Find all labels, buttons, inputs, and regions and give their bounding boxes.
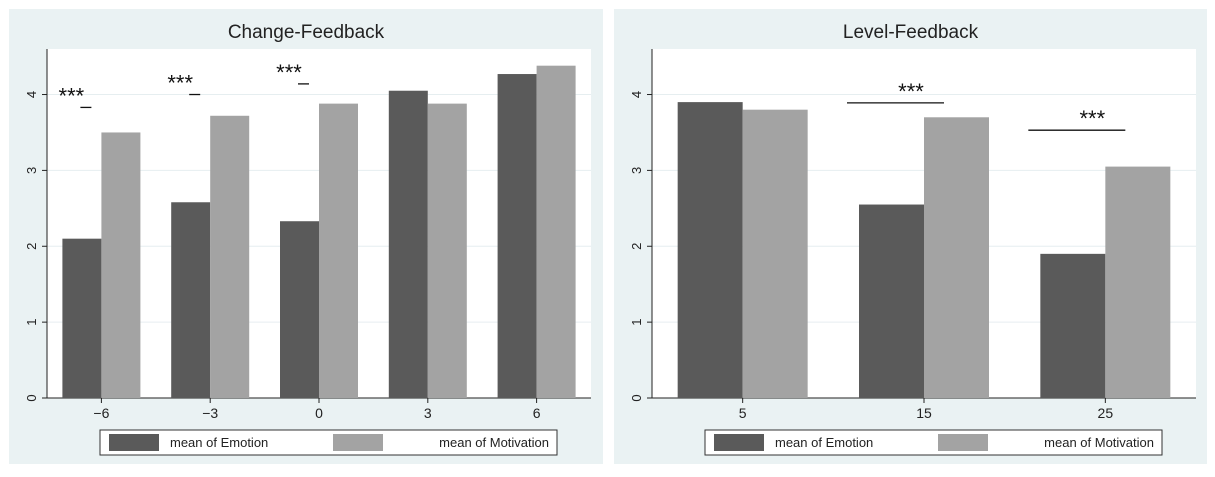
chart-panel-1: Level-Feedback 0 1 2 3 4 5 15 25 *** *** mean of Em…	[614, 9, 1207, 464]
bar-motivation	[536, 65, 576, 398]
significance-marker: ***	[1079, 106, 1105, 131]
y-tick-label: 1	[629, 319, 644, 326]
chart-title: Level-Feedback	[843, 22, 979, 43]
bar-motivation	[924, 117, 989, 399]
significance-marker: ***	[898, 79, 924, 104]
bar-emotion	[171, 202, 211, 398]
x-tick-label: 5	[739, 405, 747, 421]
chart-title: Change-Feedback	[228, 22, 385, 43]
bar-emotion	[62, 238, 102, 398]
bar-motivation	[101, 132, 141, 398]
y-tick-label: 3	[629, 167, 644, 174]
significance-marker: ***	[276, 60, 302, 85]
x-tick-label: −6	[93, 405, 109, 421]
bar-emotion	[859, 204, 924, 398]
bar-motivation	[427, 103, 467, 398]
significance-marker: ***	[59, 83, 85, 108]
bar-motivation	[210, 115, 250, 398]
legend-swatch-motivation	[333, 434, 383, 451]
legend-box	[704, 429, 1163, 456]
x-tick-label: −3	[202, 405, 218, 421]
y-tick-label: 3	[24, 167, 39, 174]
legend-swatch-motivation	[938, 434, 988, 451]
x-tick-label: 0	[315, 405, 323, 421]
y-tick-label: 0	[24, 394, 39, 401]
legend: mean of Emotion mean of Motivation	[704, 429, 1163, 456]
x-tick-label: 25	[1098, 405, 1114, 421]
y-tick-label: 2	[24, 243, 39, 250]
x-tick-label: 15	[916, 405, 932, 421]
bar-emotion	[1040, 253, 1106, 398]
y-tick-label: 2	[629, 243, 644, 250]
bar-motivation	[319, 103, 358, 398]
y-tick-label: 0	[629, 394, 644, 401]
y-tick-label: 4	[629, 91, 644, 98]
significance-marker: ***	[167, 71, 193, 96]
x-tick-label: 6	[533, 405, 541, 421]
bar-motivation	[1105, 166, 1171, 398]
x-tick-label: 3	[424, 405, 432, 421]
bar-emotion	[677, 102, 743, 398]
legend-swatch-emotion	[714, 434, 764, 451]
legend-label-emotion: mean of Emotion	[170, 435, 268, 450]
bar-emotion	[388, 90, 428, 398]
legend-label-emotion: mean of Emotion	[775, 435, 873, 450]
y-tick-label: 1	[24, 319, 39, 326]
legend-swatch-emotion	[109, 434, 159, 451]
bar-emotion	[497, 74, 537, 398]
legend-label-motivation: mean of Motivation	[439, 435, 549, 450]
legend-box	[99, 429, 558, 456]
legend-label-motivation: mean of Motivation	[1044, 435, 1154, 450]
bar-emotion	[280, 221, 319, 398]
bar-motivation	[742, 109, 808, 399]
y-tick-label: 4	[24, 91, 39, 98]
chart-panel-0: Change-Feedback 0 1 2 3 4 −6 −3 0 3 6 *** *** *** mean…	[9, 9, 603, 464]
legend: mean of Emotion mean of Motivation	[99, 429, 558, 456]
